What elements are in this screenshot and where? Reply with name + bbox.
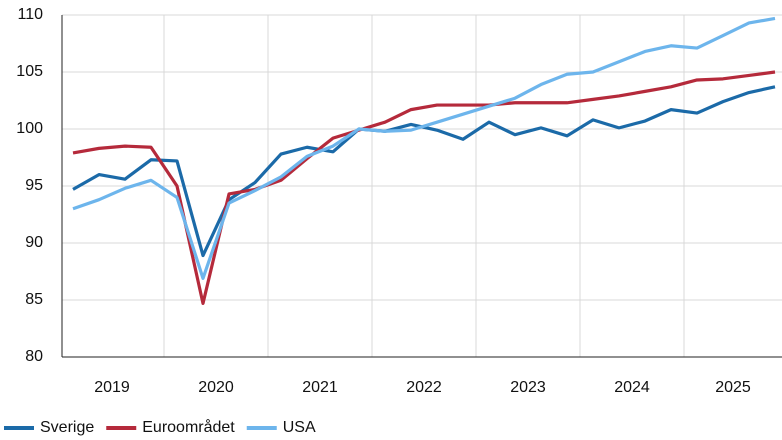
series-line [72,70,776,306]
x-tick-label: 2023 [510,379,546,396]
x-tick-label: 2022 [406,379,442,396]
legend-label: USA [283,419,316,436]
y-tick-label: 85 [25,291,43,308]
x-tick-label: 2020 [198,379,234,396]
y-tick-label: 110 [17,6,43,23]
x-tick-label: 2021 [302,379,338,396]
y-tick-label: 95 [25,177,43,194]
y-tick-label: 100 [16,120,43,137]
legend-label: Sverige [40,419,94,436]
series-line [72,85,776,258]
x-tick-label: 2019 [94,379,130,396]
x-tick-label: 2025 [715,379,751,396]
x-tick-label: 2024 [614,379,650,396]
series-line [72,16,776,280]
y-tick-label: 90 [25,234,43,251]
legend-label: Euroområdet [142,418,235,436]
y-tick-label: 80 [25,348,43,365]
y-tick-label: 105 [16,63,43,80]
